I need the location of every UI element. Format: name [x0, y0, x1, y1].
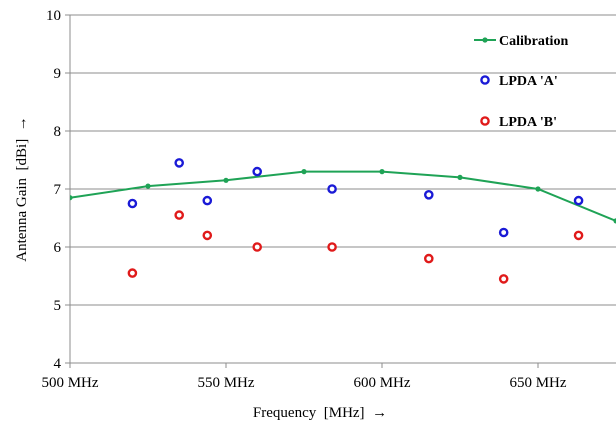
grid-lines [70, 14, 616, 306]
series-1 [127, 158, 584, 238]
y-tick-label-10: 10 [46, 8, 61, 24]
y-tick-labels: 4 5 6 7 8 9 10 [46, 8, 62, 372]
lpda-b-point [202, 230, 213, 241]
legend-item-2: LPDA 'B' [480, 115, 557, 130]
x-axis-title: Frequency [MHz] → [253, 405, 387, 421]
lpda-b-point [573, 230, 584, 241]
y-axis-arrow: → [14, 116, 30, 131]
lpda-b-point [127, 268, 138, 278]
lpda-b-point [252, 242, 263, 252]
y-tick-label-4: 4 [54, 356, 62, 372]
legend-item-0: Calibration [474, 34, 568, 49]
x-tick-label-500: 500 MHz [41, 375, 98, 391]
y-axis-unit: [dBi] [14, 139, 30, 171]
legend-ring-marker [480, 75, 490, 85]
calibration-point [301, 169, 307, 175]
x-axis-label: Frequency [253, 405, 317, 421]
lpda-b-point [498, 274, 509, 284]
x-axis-unit: [MHz] [324, 405, 365, 421]
y-tick-label-7: 7 [54, 182, 62, 198]
x-tick-label-650: 650 MHz [509, 375, 566, 391]
calibration-point [535, 186, 541, 192]
lpda-a-point [327, 184, 337, 194]
lpda-b-point [174, 210, 184, 220]
lpda-a-point [573, 195, 584, 206]
calibration-point [457, 174, 463, 180]
legend-ring-marker [480, 116, 490, 126]
lpda-a-point [498, 227, 509, 238]
x-tick-label-600: 600 MHz [353, 375, 410, 391]
lpda-b-point [423, 253, 434, 264]
legend-dot-marker [482, 37, 488, 43]
x-axis-arrow: → [372, 405, 387, 421]
series-2 [127, 210, 584, 284]
lpda-a-point [423, 189, 434, 200]
y-axis-title: Antenna Gain [dBi] → [14, 116, 30, 261]
legend-label: LPDA 'A' [499, 74, 558, 89]
lpda-a-point [202, 195, 213, 206]
lpda-b-point [327, 242, 337, 252]
y-tick-label-6: 6 [54, 240, 62, 256]
y-tick-label-5: 5 [54, 298, 62, 314]
calibration-point [223, 177, 229, 183]
legend-label: LPDA 'B' [499, 115, 557, 130]
calibration-point [613, 218, 616, 224]
y-tick-label-8: 8 [54, 124, 62, 140]
legend-item-1: LPDA 'A' [480, 74, 558, 89]
calibration-point [379, 169, 385, 175]
calibration-point [70, 195, 73, 201]
axes [65, 14, 616, 368]
x-tick-label-550: 550 MHz [197, 375, 254, 391]
lpda-a-point [174, 158, 184, 168]
series-0 [70, 169, 616, 224]
calibration-point [145, 183, 151, 189]
legend: Calibration LPDA 'A' LPDA 'B' [474, 34, 568, 130]
plot-area [70, 158, 616, 284]
x-tick-labels: 500 MHz 550 MHz 600 MHz 650 MHz [41, 375, 566, 391]
y-axis-label: Antenna Gain [14, 177, 30, 261]
lpda-a-point [252, 166, 263, 177]
lpda-a-point [127, 198, 138, 209]
calibration-line [70, 170, 616, 222]
legend-label: Calibration [499, 34, 568, 49]
y-tick-label-9: 9 [54, 66, 62, 82]
